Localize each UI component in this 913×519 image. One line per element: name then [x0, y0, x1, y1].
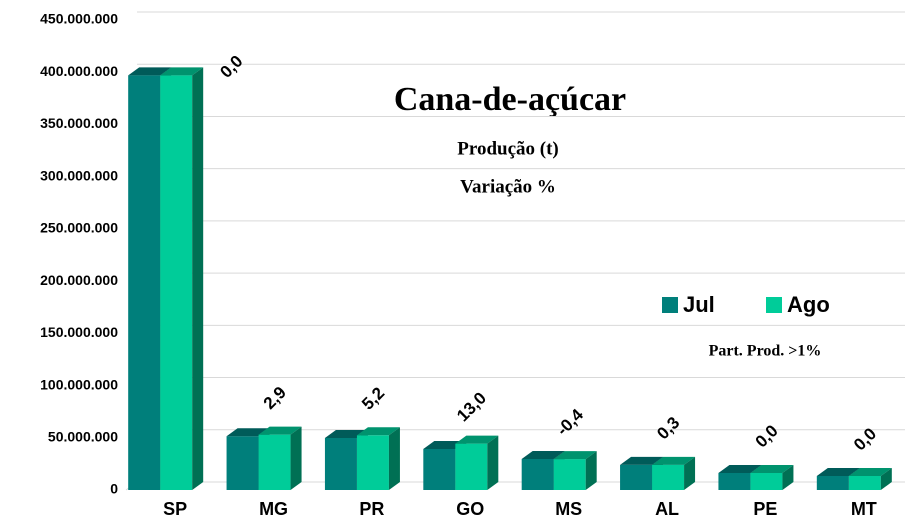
- bar-top: [553, 451, 597, 460]
- bar-top: [128, 67, 172, 76]
- data-label: 0,3: [653, 413, 683, 443]
- note: Part. Prod. >1%: [709, 343, 822, 360]
- subtitle: Produção (t): [457, 138, 559, 159]
- y-tick-label: 450.000.000: [40, 11, 118, 27]
- legend-label: Jul: [683, 292, 715, 317]
- bar: [324, 437, 357, 490]
- bar: [160, 75, 193, 490]
- bar: [356, 435, 389, 490]
- data-label: 2,9: [260, 383, 290, 413]
- x-tick-label: PR: [359, 499, 384, 519]
- bar-top: [718, 464, 762, 473]
- x-tick-label: SP: [163, 499, 187, 519]
- bar-side: [388, 427, 400, 490]
- bar-top: [620, 456, 664, 465]
- legend-swatch: [662, 297, 678, 313]
- x-tick-label: GO: [456, 499, 484, 519]
- bar-top: [160, 67, 204, 76]
- bar-side: [585, 451, 597, 490]
- legend-swatch: [766, 297, 782, 313]
- bar-side: [880, 468, 892, 490]
- bar: [652, 464, 685, 490]
- bar-side: [192, 67, 204, 490]
- bar: [553, 459, 586, 490]
- y-tick-label: 50.000.000: [48, 428, 118, 444]
- y-tick-label: 150.000.000: [40, 324, 118, 340]
- bar-top: [521, 450, 565, 459]
- y-tick-label: 0: [110, 481, 118, 497]
- data-label: 5,2: [358, 383, 388, 413]
- bar-side: [684, 456, 696, 490]
- bar-side: [782, 464, 794, 490]
- bar: [455, 443, 488, 490]
- x-tick-label: PE: [753, 499, 777, 519]
- bar-top: [356, 427, 400, 436]
- bar: [521, 458, 554, 490]
- bar-top: [816, 468, 860, 477]
- bar-top: [652, 456, 696, 465]
- bar: [816, 476, 849, 490]
- bar: [848, 476, 881, 490]
- bar: [620, 464, 653, 490]
- bar: [258, 434, 291, 490]
- bar: [718, 472, 751, 490]
- y-tick-label: 200.000.000: [40, 272, 118, 288]
- x-tick-label: AL: [655, 499, 679, 519]
- bar: [128, 75, 161, 490]
- data-label: -0,4: [553, 405, 588, 440]
- bar-top: [750, 464, 794, 473]
- data-label: 0,0: [850, 424, 880, 454]
- x-tick-label: MS: [555, 499, 582, 519]
- bar-top: [258, 426, 302, 435]
- bar-side: [290, 426, 302, 490]
- data-label: 0,0: [216, 52, 246, 82]
- bar: [750, 472, 783, 490]
- y-tick-label: 400.000.000: [40, 63, 118, 79]
- x-tick-label: MG: [259, 499, 288, 519]
- y-tick-label: 350.000.000: [40, 115, 118, 131]
- bar-top: [848, 468, 892, 477]
- y-tick-label: 300.000.000: [40, 167, 118, 183]
- y-tick-label: 100.000.000: [40, 376, 118, 392]
- bar-top: [226, 428, 270, 437]
- bar-side: [487, 435, 499, 490]
- bar-top: [455, 435, 499, 444]
- chart-title: Cana-de-açúcar: [394, 81, 626, 118]
- subtitle: Variação %: [460, 176, 556, 197]
- y-tick-label: 250.000.000: [40, 220, 118, 236]
- bar: [423, 448, 456, 490]
- data-label: 13,0: [453, 388, 490, 425]
- legend-label: Ago: [787, 292, 830, 317]
- x-tick-label: MT: [851, 499, 877, 519]
- bar: [226, 436, 259, 490]
- data-label: 0,0: [752, 421, 782, 451]
